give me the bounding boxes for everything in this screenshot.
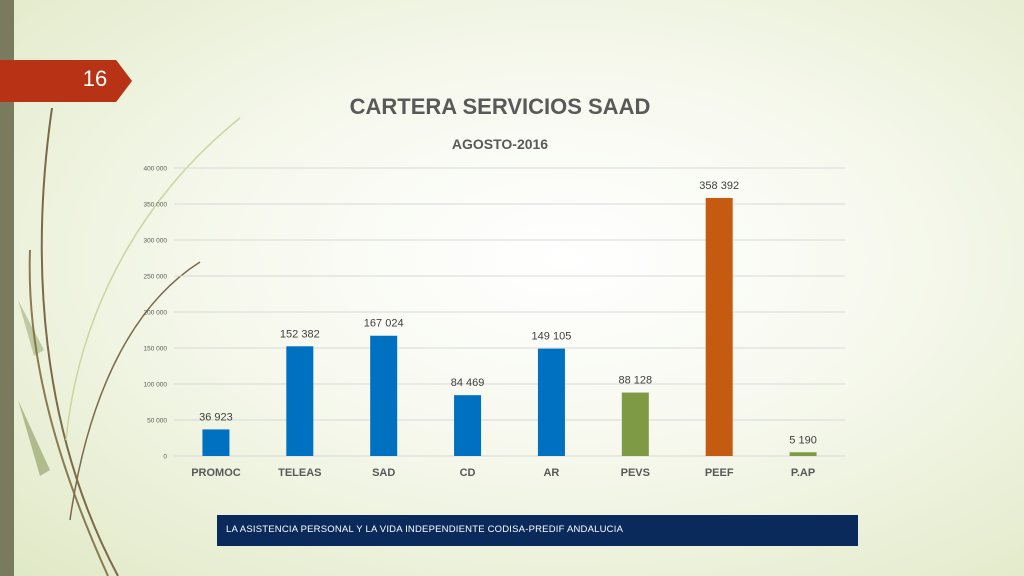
x-tick-label: CD [460, 467, 476, 479]
data-label: 167 024 [364, 318, 404, 330]
data-label: 88 128 [618, 375, 652, 387]
bar [537, 348, 565, 456]
x-tick-label: TELEAS [278, 467, 321, 479]
bar [705, 197, 733, 456]
x-tick-label: AR [543, 467, 559, 479]
x-tick-label: SAD [372, 467, 395, 479]
slide-number: 16 [82, 66, 108, 91]
data-label: 5 190 [789, 434, 817, 446]
bar [370, 335, 398, 456]
slide-number-tab [0, 60, 132, 102]
bar [621, 392, 649, 456]
x-tick-label: PEVS [621, 467, 650, 479]
x-tick-label: PROMOC [191, 467, 241, 479]
y-tick-label: 0 [163, 454, 167, 461]
chart-subtitle: AGOSTO-2016 [451, 136, 549, 152]
chart-title: CARTERA SERVICIOS SAAD [349, 94, 651, 119]
footer-text: LA ASISTENCIA PERSONAL Y LA VIDA INDEPEN… [226, 524, 624, 535]
y-tick-label: 250 000 [144, 274, 168, 281]
bar [286, 346, 314, 456]
y-tick-label: 300 000 [144, 238, 168, 245]
y-tick-label: 100 000 [144, 382, 168, 389]
y-tick-label: 400 000 [144, 166, 168, 173]
bar [789, 452, 817, 456]
y-tick-label: 150 000 [144, 346, 168, 353]
data-label: 36 923 [199, 411, 233, 423]
y-tick-label: 200 000 [144, 310, 168, 317]
x-tick-label: P.AP [791, 467, 815, 479]
data-label: 149 105 [532, 331, 572, 343]
data-label: 358 392 [699, 180, 739, 192]
x-tick-label: PEEF [705, 467, 734, 479]
data-label: 152 382 [280, 328, 320, 340]
data-label: 84 469 [451, 377, 485, 389]
decorative-curves [18, 107, 241, 576]
y-tick-label: 350 000 [144, 202, 168, 209]
y-tick-label: 50 000 [147, 418, 167, 425]
footer-bar [217, 515, 858, 546]
bar [454, 395, 482, 456]
bar [202, 429, 230, 456]
left-accent-strip [0, 0, 14, 576]
